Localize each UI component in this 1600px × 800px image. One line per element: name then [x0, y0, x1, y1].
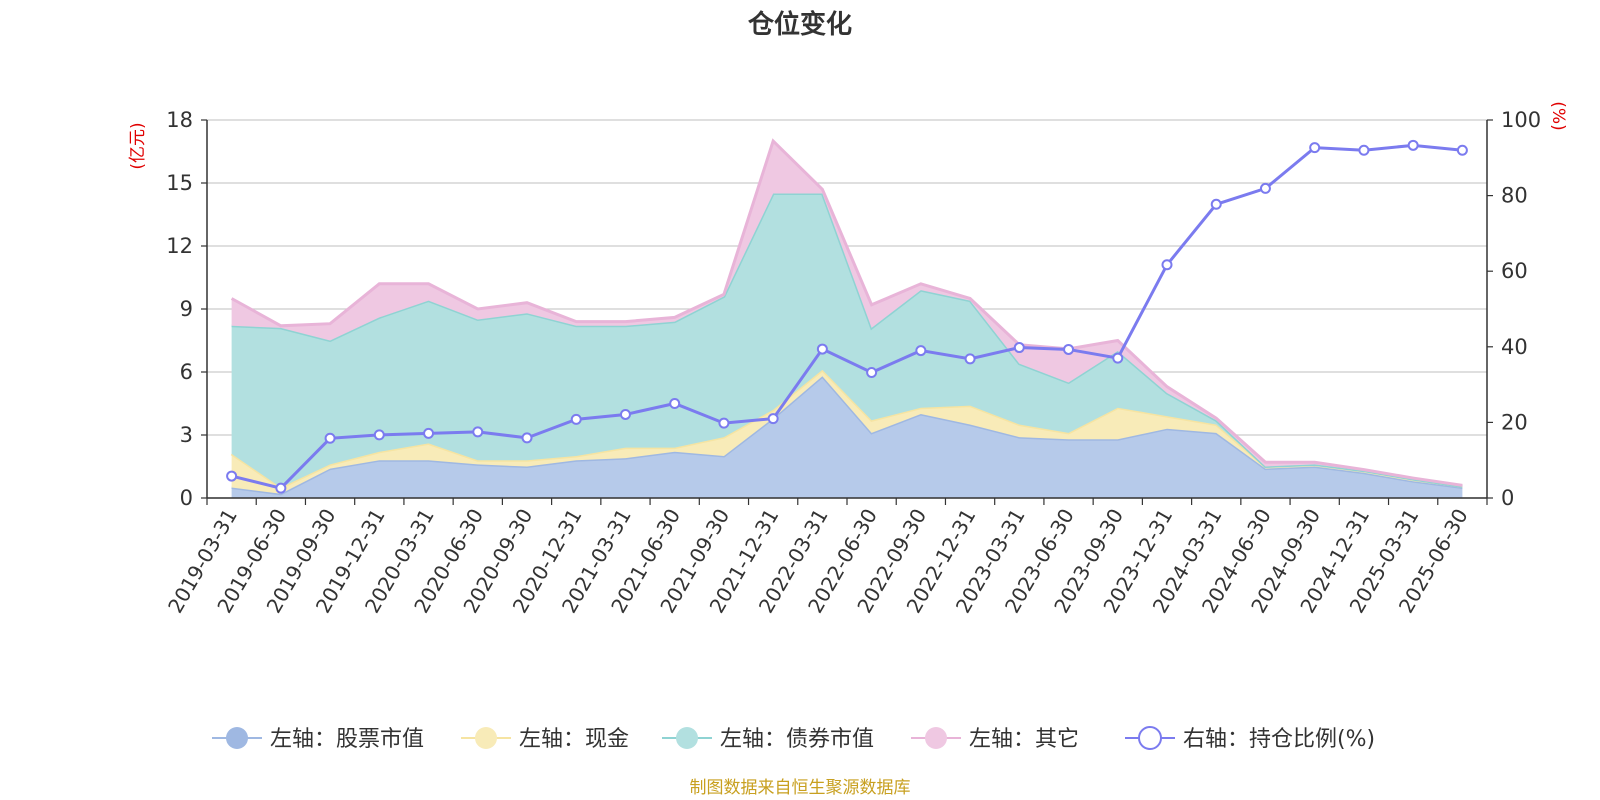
- right-tick-label: 80: [1501, 184, 1528, 208]
- area-左轴：股票市值: [231, 376, 1463, 498]
- legend-label: 左轴：现金: [519, 727, 629, 752]
- ratio-point: [964, 353, 976, 365]
- left-tick-label: 6: [180, 360, 193, 384]
- left-tick-label: 12: [166, 234, 193, 258]
- ratio-point: [423, 427, 435, 439]
- ratio-point: [521, 432, 533, 444]
- ratio-point: [1456, 144, 1468, 156]
- right-axis-unit: (%): [1548, 101, 1568, 130]
- area-左轴：其它: [231, 141, 1463, 487]
- legend-label: 左轴：债券市值: [720, 727, 874, 752]
- left-axis-unit: (亿元): [128, 122, 148, 169]
- legend-marker: [676, 727, 698, 749]
- left-tick-label: 3: [180, 423, 193, 447]
- ratio-point: [816, 343, 828, 355]
- right-tick-label: 60: [1501, 259, 1528, 283]
- source-note: 制图数据来自恒生聚源数据库: [690, 778, 911, 798]
- ratio-point: [915, 345, 927, 357]
- legend-label: 右轴：持仓比例(%): [1183, 727, 1375, 752]
- ratio-point: [1358, 144, 1370, 156]
- legend-marker: [925, 727, 947, 749]
- right-tick-label: 0: [1501, 486, 1514, 510]
- legend-marker: [1138, 726, 1162, 750]
- ratio-point: [767, 413, 779, 425]
- ratio-point: [226, 470, 238, 482]
- ratio-point: [1210, 198, 1222, 210]
- legend-marker: [475, 727, 497, 749]
- area-edge-左轴：债券市值: [231, 192, 1463, 488]
- ratio-line: [226, 139, 1468, 494]
- area-左轴：现金: [231, 369, 1463, 494]
- area-左轴：债券市值: [231, 193, 1463, 488]
- ratio-point: [1063, 343, 1075, 355]
- ratio-point: [718, 417, 730, 429]
- chart-title: 仓位变化: [747, 9, 852, 40]
- left-tick-label: 9: [180, 297, 193, 321]
- right-tick-label: 20: [1501, 410, 1528, 434]
- area-edge-左轴：其它: [230, 138, 1463, 487]
- ratio-point: [472, 426, 484, 438]
- ratio-point: [1112, 352, 1124, 364]
- right-tick-label: 40: [1501, 335, 1528, 359]
- left-tick-label: 18: [166, 108, 193, 132]
- right-tick-label: 100: [1501, 108, 1541, 132]
- ratio-point: [373, 429, 385, 441]
- legend-marker: [226, 727, 248, 749]
- ratio-point: [1161, 259, 1173, 271]
- ratio-point: [619, 408, 631, 420]
- ratio-point: [866, 367, 878, 379]
- ratio-point: [1259, 182, 1271, 194]
- legend-label: 左轴：其它: [969, 727, 1079, 752]
- legend-label: 左轴：股票市值: [270, 727, 424, 752]
- ratio-point: [570, 413, 582, 425]
- left-tick-label: 0: [180, 486, 193, 510]
- ratio-point: [324, 432, 336, 444]
- stacked-areas: [230, 138, 1463, 498]
- ratio-point: [1309, 142, 1321, 154]
- ratio-point: [1407, 139, 1419, 151]
- ratio-line-path: [231, 143, 1463, 490]
- legend: 左轴：股票市值 左轴：现金 左轴：债券市值 左轴：其它 右轴：持仓比例(%): [212, 726, 1375, 752]
- ratio-point: [275, 482, 287, 494]
- ratio-point: [669, 398, 681, 409]
- ratio-point: [1013, 342, 1025, 354]
- left-tick-label: 15: [166, 171, 193, 195]
